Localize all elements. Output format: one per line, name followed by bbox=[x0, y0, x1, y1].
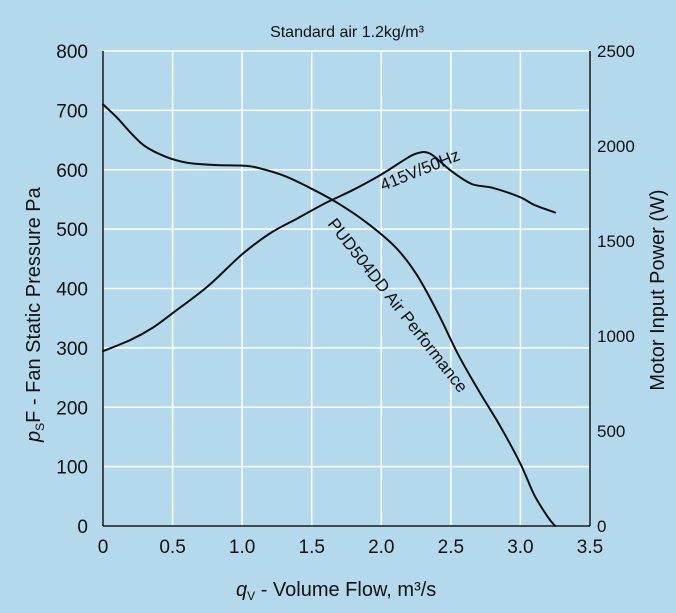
x-tick-label: 3.5 bbox=[577, 537, 603, 558]
y-tick-label-right: 2000 bbox=[597, 137, 635, 156]
y-tick-label-left: 600 bbox=[56, 161, 88, 182]
power-curve bbox=[102, 150, 557, 353]
y-axis-label-sub: S bbox=[33, 423, 47, 431]
y-tick-label-right: 2500 bbox=[597, 42, 635, 61]
x-tick-label: 1.0 bbox=[229, 537, 255, 558]
y-axis-label-left: pSF - Fan Static Pressure Pa bbox=[23, 186, 47, 443]
y-tick-label-right: 500 bbox=[597, 422, 625, 441]
y-tick-label-right: 1500 bbox=[597, 232, 635, 251]
chart-title: Standard air 1.2kg/m³ bbox=[270, 24, 425, 41]
y-tick-label-left: 0 bbox=[77, 517, 88, 538]
y-tick-label-right: 0 bbox=[597, 517, 606, 536]
x-tick-label: 2.0 bbox=[368, 537, 394, 558]
y-tick-label-left: 800 bbox=[56, 42, 88, 63]
x-axis-label-text: - Volume Flow, m³/s bbox=[255, 579, 436, 601]
y-tick-label-left: 700 bbox=[56, 101, 88, 122]
y-tick-label-left: 200 bbox=[56, 398, 88, 419]
series-lines bbox=[102, 103, 557, 527]
y-tick-label-left: 100 bbox=[56, 458, 88, 479]
tick-labels: 0 0.5 1.0 1.5 2.0 2.5 3.0 3.5010020030040050060… bbox=[56, 42, 635, 558]
y-tick-label-right: 1000 bbox=[597, 327, 635, 346]
y-axis-label-right: Motor Input Power (W) bbox=[647, 189, 669, 390]
grid bbox=[103, 51, 590, 526]
x-tick-label: 1.5 bbox=[299, 537, 325, 558]
x-tick-label: 0 bbox=[98, 537, 109, 558]
x-axis-label-sub: V bbox=[247, 589, 255, 603]
x-axis-label-var: q bbox=[236, 579, 247, 601]
y-tick-label-left: 300 bbox=[56, 339, 88, 360]
y-tick-label-left: 400 bbox=[56, 280, 88, 301]
x-tick-label: 3.0 bbox=[507, 537, 533, 558]
x-axis-label: qV - Volume Flow, m³/s bbox=[236, 579, 436, 603]
plot-frame bbox=[102, 50, 591, 527]
x-tick-label: 0.5 bbox=[159, 537, 185, 558]
y-tick-label-left: 500 bbox=[56, 220, 88, 241]
pressure-curve bbox=[102, 103, 557, 527]
y-axis-label-var: p bbox=[23, 431, 45, 443]
y-axis-label-text: F - Fan Static Pressure Pa bbox=[23, 186, 45, 423]
x-tick-label: 2.5 bbox=[438, 537, 464, 558]
